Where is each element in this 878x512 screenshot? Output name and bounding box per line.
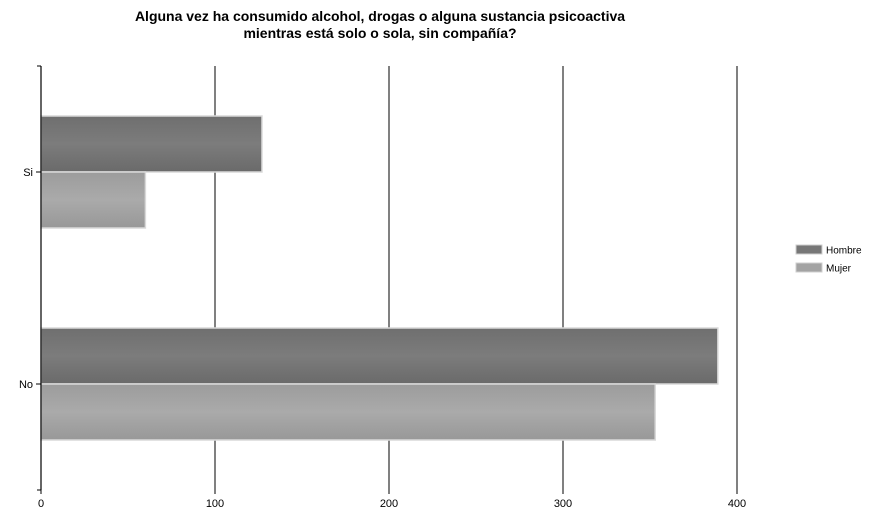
chart-title-line-1: Alguna vez ha consumido alcohol, drogas … xyxy=(134,8,626,24)
x-tick-label-400: 400 xyxy=(728,498,746,510)
x-tick-label-100: 100 xyxy=(206,498,224,510)
axes: 0 100 200 300 400 Si No xyxy=(19,65,746,510)
chart-title: Alguna vez ha consumido alcohol, drogas … xyxy=(0,8,760,42)
bar-no-hombre xyxy=(40,327,719,385)
legend: Hombre Mujer xyxy=(795,244,862,275)
legend-label-hombre: Hombre xyxy=(826,246,862,257)
bar-si-hombre xyxy=(40,115,263,173)
x-tick-label-200: 200 xyxy=(380,498,398,510)
legend-swatch-hombre xyxy=(795,244,823,255)
legend-label-mujer: Mujer xyxy=(826,264,852,275)
y-tick-label-si: Si xyxy=(23,167,33,179)
legend-swatch-mujer xyxy=(795,262,823,273)
bar-si-mujer xyxy=(40,171,147,229)
bars xyxy=(40,115,719,441)
y-tick-label-no: No xyxy=(19,379,33,391)
x-tick-label-300: 300 xyxy=(554,498,572,510)
bar-no-mujer xyxy=(40,383,656,441)
chart-title-line-2: mientras está solo o sola, sin compañía? xyxy=(243,25,517,41)
x-tick-label-0: 0 xyxy=(38,498,44,510)
